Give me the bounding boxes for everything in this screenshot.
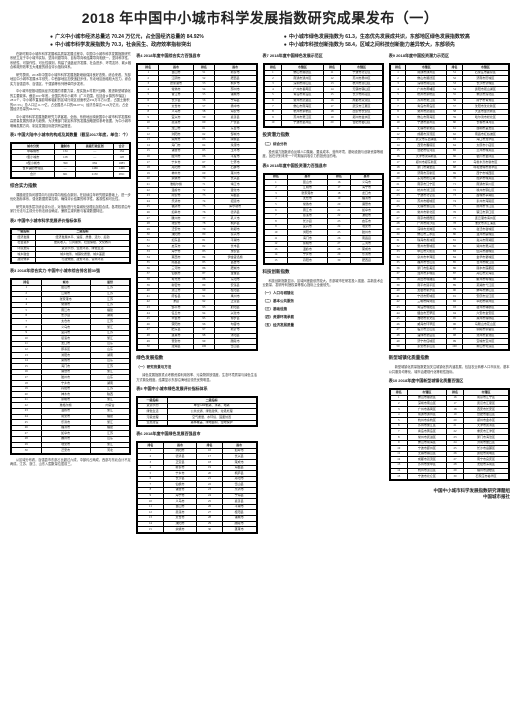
table-1: 城市分类建制市县级行政区划合计中等城市134—134Ⅰ型小城市128—128Ⅱ型…	[10, 142, 131, 179]
bullet: 中小城市绿色发展指数为 61.3，生态优先发展成共识，东部地区绿色发展指数较高	[284, 33, 470, 40]
subsection: （一）人口与城镇化	[263, 291, 384, 296]
section-heading: 综合实力指数	[10, 183, 131, 189]
table-caption: 表1 中国大陆中小城市的构成及其数量（截至2017年底，单位：个）	[10, 131, 131, 139]
headline: 2018 年中国中小城市科学发展指数研究成果发布（一）	[10, 8, 510, 28]
subsection: （五）经济发展质量	[263, 323, 384, 328]
table-caption: 表7 2018年度中国绿色发展示范区	[263, 52, 384, 60]
footer-line: 中国城市报社	[389, 494, 510, 500]
table-6: 排名县市排名县市1浏阳市16如皋市2德清县17长兴县3正定县18荣成市4新泰市1…	[136, 441, 257, 534]
subhead-bullets: 广义中小城市经济总量达 70.24 万亿元，占全国经济总量的 84.92% 中小…	[10, 33, 510, 48]
table-7: 排名市辖区排名市辖区1佛山市顺德区11宁波市北仑区2南通市通州区12苏州市吴中区…	[263, 63, 384, 128]
bullet: 广义中小城市经济总量达 70.24 万亿元，占全国经济总量的 84.92%	[50, 33, 204, 40]
table-caption: 表5 中国中小城市绿色发展评价指标体系	[136, 385, 257, 393]
table-8: 排名县市排名县市1昆山市16义乌市2江阴市17海宁市3张家港市18龙口市4太仓市…	[263, 173, 384, 266]
table-caption: 表3 2018年综合实力·中国中小城市综合排名前30强	[10, 267, 131, 275]
table-9: 排名市辖区排名市辖区1南通市通州区51石家庄市鹿泉区2佛山市顺德区52济南市历城…	[389, 63, 510, 351]
body-para: 科技创新指数显示，区域间差距依然较大。东部城市在研发投入强度、高新技术企业数量、…	[263, 279, 384, 288]
table-caption: 表10 2018年度中国新型城镇化质量百强区	[389, 377, 510, 385]
body-para: 投资潜力指数综合反映人口集聚、要素成本、营商环境、基础设施与创新资源等维度，旨在…	[263, 150, 384, 159]
table-5: 一级指标二级指标资源节约单位GDP能耗、水耗、地耗绿色生活公共交通、绿色建筑、垃…	[136, 396, 257, 427]
table-4: 排名县市排名县市1昆山市51新泰市2江阴市52肥西县3张家港市53桐乡市4常熟市…	[136, 63, 257, 351]
intro-para: 研究表明，2018年中国中小城市科学发展指数继续保持良好态势。综合来看，东部地区…	[10, 73, 131, 86]
subsection: （二）基本公共服务	[263, 299, 384, 304]
table-caption: 表4 2018年度中国综合实力百强县市	[136, 52, 257, 60]
table-10: 排名市辖区排名市辖区1佛山市顺德区16南京市江宁区2深圳市南山区17武汉市江夏区…	[389, 388, 510, 481]
intro-para: 中小城市科学发展指数研究力求客观、全面、系统地反映我国中小城市科学发展和高质量发…	[10, 115, 131, 128]
table-2: 一级指标二级指标经济发展经济发展水平、速度、质量、活力、后劲社会进步居民收入、公…	[10, 228, 131, 265]
column-2: 表4 2018年度中国综合实力百强县市 排名县市排名县市1昆山市51新泰市2江阴…	[136, 52, 257, 534]
column-1: 在新时期中小城市科学发展和高质量发展过程中，中国中小城市科学发展指数研究系统立足…	[10, 52, 131, 534]
bullet: 中小城市科技创新指数为 58.4，区域之间科技创新能力差异较大，东部领先	[284, 41, 470, 48]
intro-para: 中小城市是推动国民经济发展的重要力量，是实施乡村振兴战略、推进新型城镇化的主要载…	[10, 89, 131, 111]
table-caption: 表2 中国中小城市科学发展评价指标体系	[10, 217, 131, 225]
subsection: （四）资源环境承载	[263, 315, 384, 320]
column-4: 表9 2018年度中国投资潜力示范区 排名市辖区排名市辖区1南通市通州区51石家…	[389, 52, 510, 534]
body-para: 研究采用多层次综合评价法，对指标进行无量纲化处理后加权合成。各项权重由专家打分法…	[10, 205, 131, 214]
table-caption: 表8 2018年度中国投资潜力百强县市	[263, 162, 384, 170]
section-heading: 投资潜力指数	[263, 132, 384, 138]
body-para: 绿色发展指数重点考察资源利用效率、污染物排放强度、生态环境质量与绿色生活方式普及…	[136, 373, 257, 382]
body-para: 课题组坚持问题导向与目标导向相结合原则，在延续往年研究框架基础上，进一步优化指标…	[10, 193, 131, 202]
body-para: 新型城镇化质量指数更加关注城镇化的内涵发展，包括农业转移人口市民化、基本公共服务…	[389, 365, 510, 374]
subsection: （三）基础设施	[263, 307, 384, 312]
body-para: 从区域分布看，百强县市东部占比超过六成，中部约占两成，西部与东北合计不足两成。江…	[10, 458, 131, 467]
body-columns: 在新时期中小城市科学发展和高质量发展过程中，中国中小城市科学发展指数研究系统立足…	[10, 52, 510, 534]
section-heading: 科技创新指数	[263, 269, 384, 275]
table-3: 排名城市省份1昆山市江苏2江阴市江苏3张家港市江苏4常熟市江苏5晋江市福建6长沙…	[10, 278, 131, 454]
subsection: （二）综合分析	[263, 142, 384, 147]
table-caption: 表9 2018年度中国投资潜力示范区	[389, 52, 510, 60]
bullet: 中小城市科学发展指数为 70.3，社会民生、政府效率指标突出	[50, 41, 204, 48]
section-heading: 新型城镇化质量指数	[389, 355, 510, 361]
column-3: 表7 2018年度中国绿色发展示范区 排名市辖区排名市辖区1佛山市顺德区11宁波…	[263, 52, 384, 534]
subsection: （一）研究背景与方法	[136, 365, 257, 370]
intro-para: 在新时期中小城市科学发展和高质量发展过程中，中国中小城市科学发展指数研究系统立足…	[10, 52, 131, 70]
table-caption: 表6 2018年度中国绿色发展百强县市	[136, 430, 257, 438]
section-heading: 绿色发展指数	[136, 355, 257, 361]
